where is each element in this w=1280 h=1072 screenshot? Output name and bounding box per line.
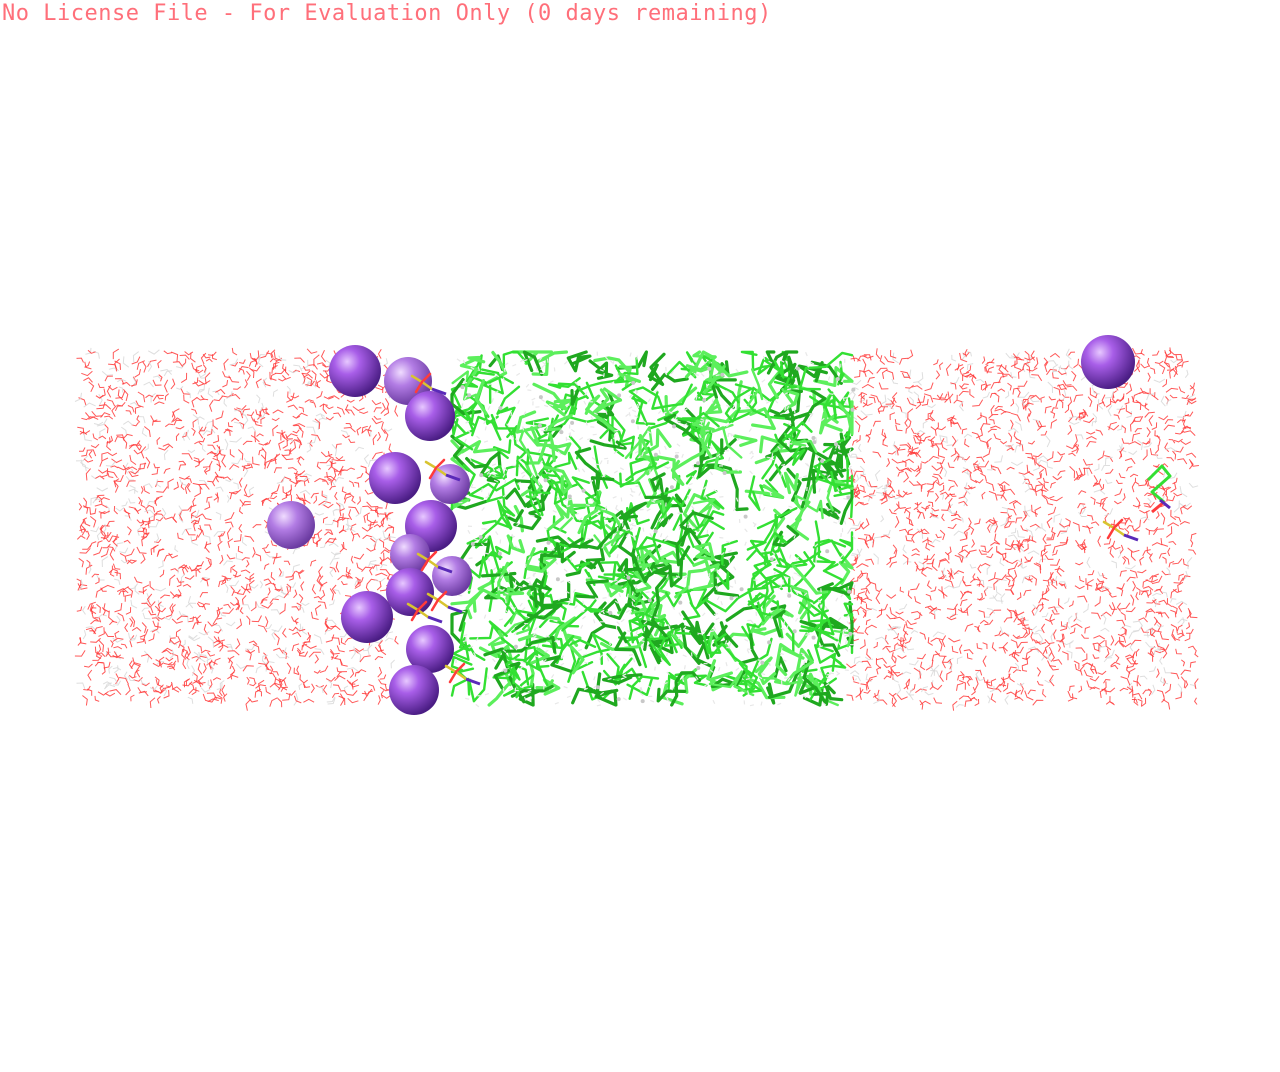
polymer-slab bbox=[450, 350, 858, 708]
ion-group bbox=[267, 335, 1135, 715]
license-banner: No License File - For Evaluation Only (0… bbox=[2, 1, 772, 26]
water-region-right bbox=[843, 347, 1199, 711]
water-region-left bbox=[74, 347, 399, 711]
small-molecules bbox=[406, 372, 1172, 686]
